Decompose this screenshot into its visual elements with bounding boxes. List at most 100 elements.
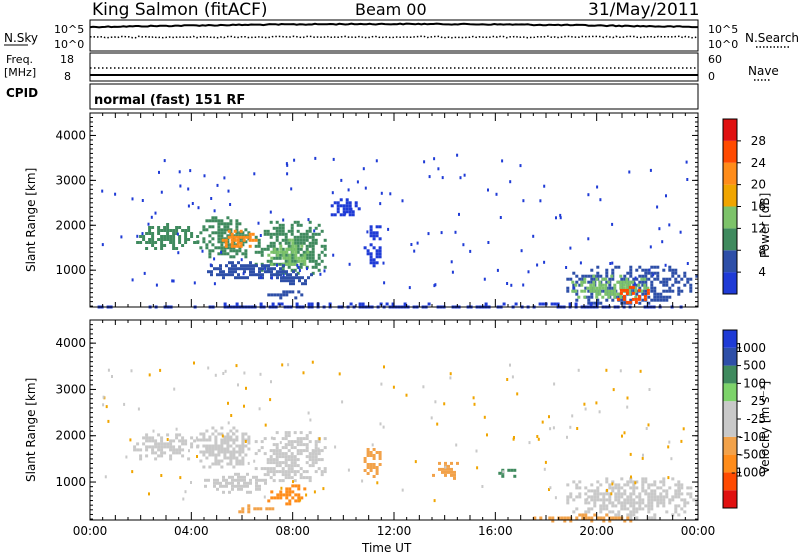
power-cell — [403, 302, 407, 306]
power-cell — [293, 238, 297, 242]
velocity-cell — [247, 504, 251, 508]
velocity-noise-point — [125, 455, 128, 459]
power-cell — [151, 235, 155, 238]
power-cell — [163, 238, 167, 241]
velocity-noise-point — [549, 427, 552, 431]
power-cell — [244, 240, 248, 244]
power-cell — [285, 293, 289, 297]
power-cell — [610, 289, 614, 293]
velocity-cell — [214, 429, 218, 433]
velocity-cell — [220, 459, 224, 463]
velocity-cell — [294, 493, 298, 497]
velocity-cell — [626, 498, 630, 502]
power-noise-point — [451, 270, 454, 274]
velocity-cell — [602, 498, 606, 502]
velocity-cell — [290, 470, 294, 474]
velocity-cell — [272, 458, 276, 462]
velocity-cell — [311, 455, 315, 459]
velocity-cell — [229, 444, 233, 448]
velocity-cell — [237, 484, 240, 488]
velocity-cell — [602, 507, 606, 511]
power-cell — [314, 259, 318, 263]
power-cell — [339, 204, 343, 208]
velocity-cell — [308, 476, 312, 480]
velocity-cell — [160, 454, 164, 458]
power-cell — [301, 276, 304, 280]
power-cell — [249, 261, 252, 265]
velocity-cell — [317, 467, 321, 471]
power-noise-point — [522, 283, 525, 287]
velocity-cell — [575, 486, 579, 490]
power-cell — [640, 289, 644, 293]
velocity-cell — [683, 498, 687, 502]
velocity-cell — [608, 519, 612, 523]
power-cell — [628, 280, 632, 284]
power-cell — [330, 204, 334, 208]
velocity-cell — [311, 458, 315, 462]
velocity-cell — [241, 507, 245, 511]
velocity-cell — [281, 452, 285, 456]
power-noise-point — [191, 202, 194, 205]
power-cell — [231, 261, 234, 265]
velocity-noise-point — [292, 480, 294, 484]
power-cell — [625, 277, 629, 281]
power-noise-point — [220, 250, 223, 254]
velocity-cell — [290, 467, 294, 471]
velocity-cell — [378, 451, 382, 454]
nave-label: Nave — [748, 64, 779, 78]
velocity-cell — [293, 473, 297, 477]
power-colorbar-swatch — [723, 272, 737, 294]
power-cell — [587, 280, 591, 284]
velocity-cell — [587, 516, 591, 520]
velocity-noise-point — [221, 434, 224, 438]
velocity-cell — [296, 452, 300, 456]
power-cell — [239, 241, 243, 245]
velocity-cell — [590, 498, 594, 502]
power-cell — [301, 282, 304, 286]
power-noise-point — [599, 198, 602, 202]
power-cell — [241, 252, 245, 256]
power-cell — [571, 280, 575, 284]
velocity-cell — [656, 495, 660, 499]
power-cell — [287, 265, 291, 269]
velocity-cell — [653, 498, 657, 502]
velocity-cell — [447, 467, 450, 471]
power-cell — [148, 226, 152, 229]
velocity-cell — [199, 459, 203, 463]
velocity-noise-point — [179, 476, 182, 480]
velocity-noise-point — [175, 427, 178, 431]
velocity-cell — [163, 451, 167, 455]
power-cell — [634, 295, 638, 299]
power-noise-point — [260, 276, 262, 279]
power-cell — [294, 250, 298, 254]
velocity-cell — [204, 478, 207, 482]
power-cell — [273, 273, 276, 277]
power-noise-point — [155, 283, 158, 287]
velocity-cell — [284, 437, 288, 441]
velocity-noise-point — [102, 403, 105, 407]
velocity-noise-point — [528, 441, 531, 445]
velocity-cell — [196, 438, 200, 442]
velocity-cell — [632, 504, 636, 508]
power-cell — [234, 264, 237, 268]
velocity-cell — [647, 495, 651, 499]
power-noise-point — [587, 193, 590, 197]
power-cell — [260, 253, 264, 257]
velocity-noise-point — [105, 405, 108, 409]
power-cell — [677, 280, 681, 284]
power-cell — [641, 298, 645, 302]
velocity-noise-point — [512, 437, 515, 441]
velocity-cell — [602, 495, 606, 499]
power-cell — [662, 298, 666, 302]
power-cell — [604, 283, 608, 287]
velocity-cell — [375, 451, 379, 454]
power-noise-point — [366, 230, 369, 234]
velocity-cell — [157, 442, 161, 446]
velocity-cell — [261, 478, 264, 482]
power-cell — [372, 234, 376, 238]
velocity-cell — [305, 455, 309, 459]
power-noise-point — [131, 197, 134, 201]
velocity-cell — [136, 448, 140, 452]
power-cell — [291, 247, 295, 251]
power-cell — [275, 256, 279, 260]
